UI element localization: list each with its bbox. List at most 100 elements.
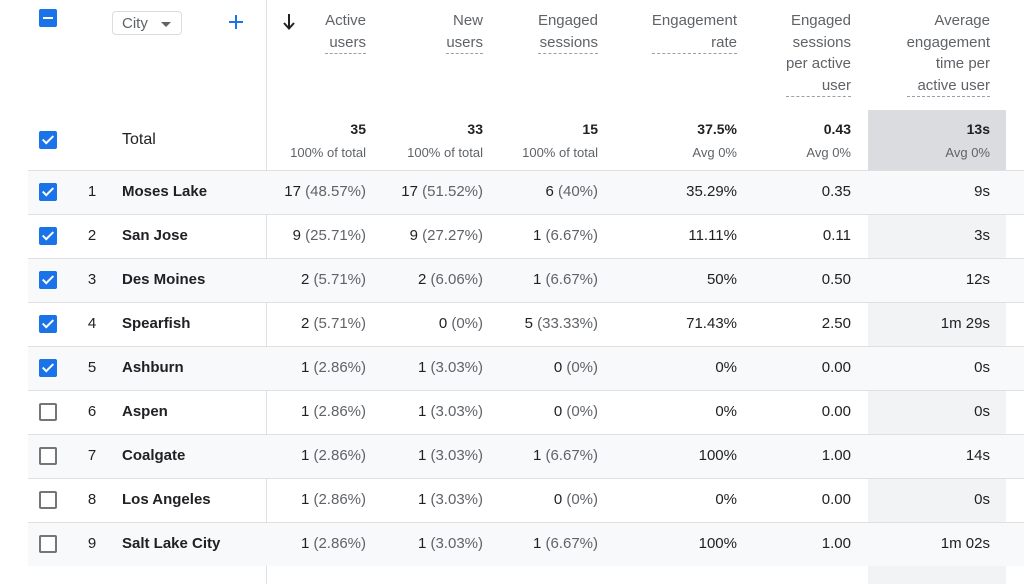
row-index: 6 — [87, 403, 97, 420]
row-checkbox-icon[interactable] — [39, 447, 57, 465]
row-average-engagement-time: 1m 02s — [940, 535, 990, 552]
header-average-engagement-time[interactable]: Average engagement time per active user — [880, 10, 990, 97]
total-engaged-sessions-per-user: 0.43 — [823, 121, 851, 137]
row-new-users: 1 (3.03%) — [418, 447, 483, 464]
table-row[interactable]: 1 Moses Lake 17 (48.57%) 17 (51.52%) 6 (… — [28, 170, 1024, 214]
table-row[interactable]: 3 Des Moines 2 (5.71%) 2 (6.06%) 1 (6.67… — [28, 258, 1024, 302]
new-users-value: 0 — [438, 315, 448, 332]
dimension-selector[interactable]: City — [112, 11, 182, 35]
sort-descending-arrow-icon[interactable] — [281, 12, 297, 32]
select-all-checkbox-icon[interactable] — [39, 9, 57, 27]
row-engagement-rate: 100% — [698, 535, 737, 552]
new-users-percent: (51.52%) — [422, 183, 483, 200]
row-active-users: 1 (2.86%) — [301, 535, 366, 552]
row-new-users: 1 (3.03%) — [418, 359, 483, 376]
header-engaged-sessions-per-user[interactable]: Engaged sessions per active user — [761, 10, 851, 97]
row-average-engagement-time: 0s — [974, 403, 990, 420]
total-new-users: 33 — [467, 121, 483, 137]
total-engaged-sessions-per-user-sub: Avg 0% — [806, 145, 851, 160]
engaged-sessions-value: 5 — [524, 315, 533, 332]
new-users-value: 17 — [401, 183, 418, 200]
row-average-engagement-time: 0s — [974, 359, 990, 376]
header-engaged-sessions-per-user-label: Engaged sessions per active user — [785, 10, 851, 97]
table-row[interactable]: 6 Aspen 1 (2.86%) 1 (3.03%) 0 (0%) 0% 0.… — [28, 390, 1024, 434]
header-engagement-rate-label: Engagement rate — [651, 10, 737, 54]
table-row[interactable]: 9 Salt Lake City 1 (2.86%) 1 (3.03%) 1 (… — [28, 522, 1024, 566]
new-users-value: 2 — [417, 271, 427, 288]
header-new-users[interactable]: New users — [403, 10, 483, 54]
engaged-sessions-percent: (6.67%) — [545, 535, 598, 552]
table-row[interactable]: 4 Spearfish 2 (5.71%) 0 (0%) 5 (33.33%) … — [28, 302, 1024, 346]
row-city: Coalgate — [122, 447, 186, 464]
row-checkbox-icon[interactable] — [39, 359, 57, 377]
engaged-sessions-percent: (6.67%) — [545, 271, 598, 288]
header-new-users-label: New users — [446, 10, 483, 54]
total-new-users-sub: 100% of total — [407, 145, 483, 160]
header-active-users-label: Active users — [325, 10, 366, 54]
dimension-selector-label: City — [122, 15, 148, 32]
new-users-value: 9 — [409, 227, 418, 244]
header-engagement-rate[interactable]: Engagement rate — [637, 10, 737, 54]
row-checkbox-icon[interactable] — [39, 535, 57, 553]
header-average-engagement-time-label: Average engagement time per active user — [906, 10, 990, 97]
new-users-percent: (3.03%) — [430, 403, 483, 420]
row-checkbox-icon[interactable] — [39, 271, 57, 289]
row-engaged-sessions: 0 (0%) — [554, 491, 598, 508]
engaged-sessions-percent: (0%) — [566, 359, 598, 376]
row-engaged-sessions-per-user: 2.50 — [821, 315, 851, 332]
row-checkbox-icon[interactable] — [39, 227, 57, 245]
new-users-value: 1 — [417, 447, 427, 464]
add-dimension-plus-icon[interactable] — [226, 12, 246, 32]
row-index: 7 — [87, 447, 97, 464]
row-average-engagement-time: 12s — [965, 271, 990, 288]
table-row[interactable]: 8 Los Angeles 1 (2.86%) 1 (3.03%) 0 (0%)… — [28, 478, 1024, 522]
total-checkbox-icon[interactable] — [39, 131, 57, 149]
total-label: Total — [122, 131, 156, 148]
row-checkbox-icon[interactable] — [39, 315, 57, 333]
row-engaged-sessions-per-user: 0.00 — [821, 403, 851, 420]
total-engaged-sessions-sub: 100% of total — [522, 145, 598, 160]
new-users-percent: (3.03%) — [430, 359, 483, 376]
engaged-sessions-value: 0 — [553, 359, 563, 376]
new-users-value: 1 — [417, 359, 427, 376]
active-users-percent: (2.86%) — [313, 447, 366, 464]
active-users-percent: (5.71%) — [313, 315, 366, 332]
header-engaged-sessions[interactable]: Engaged sessions — [508, 10, 598, 54]
engaged-sessions-value: 1 — [532, 271, 542, 288]
row-active-users: 1 (2.86%) — [301, 491, 366, 508]
new-users-value: 1 — [417, 403, 427, 420]
engaged-sessions-value: 0 — [553, 491, 563, 508]
table-row[interactable]: 2 San Jose 9 (25.71%) 9 (27.27%) 1 (6.67… — [28, 214, 1024, 258]
row-engaged-sessions-per-user: 1.00 — [821, 447, 851, 464]
new-users-percent: (6.06%) — [430, 271, 483, 288]
row-new-users: 1 (3.03%) — [418, 491, 483, 508]
engaged-sessions-value: 1 — [532, 535, 542, 552]
row-city: Los Angeles — [122, 491, 211, 508]
table-row[interactable]: 7 Coalgate 1 (2.86%) 1 (3.03%) 1 (6.67%)… — [28, 434, 1024, 478]
active-users-value: 9 — [292, 227, 301, 244]
row-engaged-sessions-per-user: 0.50 — [821, 271, 851, 288]
row-checkbox-icon[interactable] — [39, 183, 57, 201]
row-new-users: 17 (51.52%) — [401, 183, 483, 200]
row-engaged-sessions: 1 (6.67%) — [533, 227, 598, 244]
active-users-value: 2 — [300, 271, 310, 288]
table-row[interactable]: 5 Ashburn 1 (2.86%) 1 (3.03%) 0 (0%) 0% … — [28, 346, 1024, 390]
row-checkbox-icon[interactable] — [39, 491, 57, 509]
new-users-value: 1 — [417, 535, 427, 552]
row-active-users: 1 (2.86%) — [301, 447, 366, 464]
row-engagement-rate: 0% — [715, 403, 737, 420]
row-city: San Jose — [122, 227, 188, 244]
engaged-sessions-percent: (33.33%) — [537, 315, 598, 332]
row-engaged-sessions-per-user: 1.00 — [821, 535, 851, 552]
active-users-percent: (2.86%) — [313, 359, 366, 376]
row-engagement-rate: 35.29% — [686, 183, 737, 200]
row-city: Spearfish — [122, 315, 191, 332]
row-engagement-rate: 71.43% — [686, 315, 737, 332]
row-new-users: 2 (6.06%) — [418, 271, 483, 288]
header-active-users[interactable]: Active users — [286, 10, 366, 54]
row-checkbox-icon[interactable] — [39, 403, 57, 421]
row-engaged-sessions: 1 (6.67%) — [533, 447, 598, 464]
engaged-sessions-percent: (40%) — [557, 183, 598, 200]
active-users-value: 1 — [300, 535, 310, 552]
row-engaged-sessions-per-user: 0.35 — [821, 183, 851, 200]
